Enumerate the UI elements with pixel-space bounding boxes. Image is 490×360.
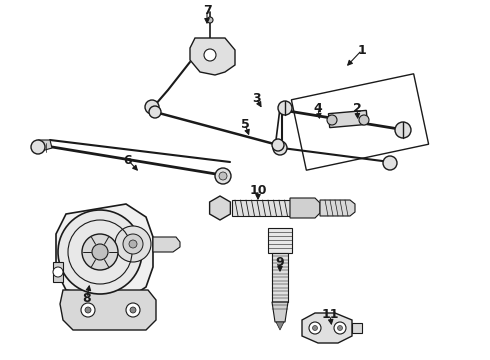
Circle shape <box>58 210 142 294</box>
Circle shape <box>82 234 118 270</box>
Text: 11: 11 <box>321 309 339 321</box>
Polygon shape <box>190 38 235 75</box>
Circle shape <box>219 172 227 180</box>
Polygon shape <box>276 322 284 330</box>
Circle shape <box>338 325 343 330</box>
Circle shape <box>81 303 95 317</box>
Text: 8: 8 <box>83 292 91 305</box>
Text: 7: 7 <box>203 4 211 17</box>
Polygon shape <box>210 196 230 220</box>
Polygon shape <box>38 140 52 152</box>
Circle shape <box>145 100 159 114</box>
Polygon shape <box>56 204 153 300</box>
Text: 6: 6 <box>123 153 132 166</box>
Circle shape <box>123 234 143 254</box>
Polygon shape <box>352 323 362 333</box>
Polygon shape <box>232 200 290 216</box>
Circle shape <box>383 156 397 170</box>
Circle shape <box>334 322 346 334</box>
Text: 3: 3 <box>252 91 260 104</box>
Text: 5: 5 <box>241 117 249 130</box>
Circle shape <box>92 244 108 260</box>
Circle shape <box>309 322 321 334</box>
Polygon shape <box>153 237 180 252</box>
Circle shape <box>126 303 140 317</box>
Circle shape <box>395 122 411 138</box>
Polygon shape <box>272 253 288 302</box>
Circle shape <box>215 168 231 184</box>
Polygon shape <box>268 228 292 253</box>
Circle shape <box>130 307 136 313</box>
Polygon shape <box>302 313 352 343</box>
Polygon shape <box>60 290 156 330</box>
Text: 4: 4 <box>314 102 322 114</box>
Circle shape <box>278 101 292 115</box>
Polygon shape <box>272 302 288 322</box>
Circle shape <box>313 325 318 330</box>
Circle shape <box>53 267 63 277</box>
Circle shape <box>327 115 337 125</box>
Circle shape <box>149 106 161 118</box>
Polygon shape <box>328 111 368 128</box>
Circle shape <box>273 141 287 155</box>
Circle shape <box>85 307 91 313</box>
Polygon shape <box>290 198 320 218</box>
Circle shape <box>359 115 369 125</box>
Circle shape <box>204 49 216 61</box>
Polygon shape <box>320 200 355 216</box>
Circle shape <box>207 17 213 23</box>
Circle shape <box>115 226 151 262</box>
Text: 9: 9 <box>276 256 284 269</box>
Text: 1: 1 <box>358 44 367 57</box>
Circle shape <box>31 140 45 154</box>
Circle shape <box>272 139 284 151</box>
Text: 2: 2 <box>353 102 362 114</box>
Polygon shape <box>53 262 63 282</box>
Circle shape <box>129 240 137 248</box>
Text: 10: 10 <box>249 184 267 197</box>
